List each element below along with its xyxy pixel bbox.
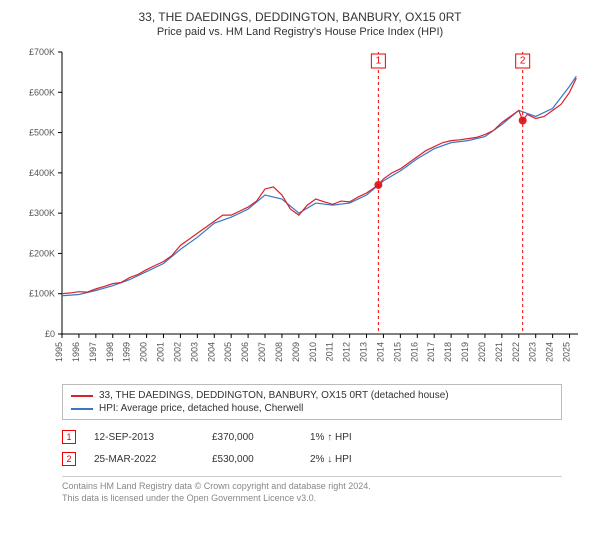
sale-price: £530,000	[212, 454, 292, 465]
svg-text:1: 1	[376, 56, 382, 67]
page-title: 33, THE DAEDINGS, DEDDINGTON, BANBURY, O…	[10, 10, 590, 24]
svg-text:£500K: £500K	[29, 128, 55, 138]
svg-text:2006: 2006	[240, 342, 250, 362]
sale-date: 12-SEP-2013	[94, 432, 194, 443]
svg-text:2015: 2015	[392, 342, 402, 362]
page-subtitle: Price paid vs. HM Land Registry's House …	[10, 26, 590, 38]
svg-text:£100K: £100K	[29, 289, 55, 299]
svg-text:2011: 2011	[325, 342, 335, 361]
svg-text:2001: 2001	[156, 342, 166, 362]
svg-text:2: 2	[520, 56, 526, 67]
svg-text:2005: 2005	[223, 342, 233, 362]
svg-text:2018: 2018	[443, 342, 453, 362]
svg-text:2003: 2003	[189, 342, 199, 362]
svg-text:£200K: £200K	[29, 248, 55, 258]
legend-item: HPI: Average price, detached house, Cher…	[71, 402, 553, 415]
svg-text:1996: 1996	[71, 342, 81, 362]
sale-price: £370,000	[212, 432, 292, 443]
sale-note: 2% ↓ HPI	[310, 454, 562, 465]
footer-attribution: Contains HM Land Registry data © Crown c…	[62, 476, 562, 504]
svg-text:2009: 2009	[291, 342, 301, 362]
svg-text:1999: 1999	[122, 342, 132, 362]
sale-marker-badge: 1	[62, 430, 76, 444]
svg-text:£0: £0	[45, 329, 55, 339]
svg-text:2023: 2023	[528, 342, 538, 362]
svg-text:1995: 1995	[54, 342, 64, 362]
svg-text:£700K: £700K	[29, 47, 55, 57]
svg-text:2013: 2013	[359, 342, 369, 362]
svg-text:2000: 2000	[139, 342, 149, 362]
svg-text:1998: 1998	[105, 342, 115, 362]
svg-text:2007: 2007	[257, 342, 267, 362]
svg-text:2008: 2008	[274, 342, 284, 362]
svg-text:£400K: £400K	[29, 168, 55, 178]
svg-text:1997: 1997	[88, 342, 98, 362]
svg-text:2022: 2022	[511, 342, 521, 362]
price-chart: £0 £100K £200K £300K £400K £500K £600K £700K 199…	[10, 46, 590, 376]
svg-text:2021: 2021	[494, 342, 504, 362]
svg-text:2012: 2012	[342, 342, 352, 362]
legend-item: 33, THE DAEDINGS, DEDDINGTON, BANBURY, O…	[71, 389, 553, 402]
footer-line: This data is licensed under the Open Gov…	[62, 493, 562, 505]
sale-row: 2 25-MAR-2022 £530,000 2% ↓ HPI	[62, 448, 562, 470]
svg-text:2002: 2002	[172, 342, 182, 362]
legend-label: HPI: Average price, detached house, Cher…	[99, 403, 303, 414]
legend-swatch	[71, 408, 93, 410]
legend-label: 33, THE DAEDINGS, DEDDINGTON, BANBURY, O…	[99, 390, 449, 401]
svg-text:£600K: £600K	[29, 87, 55, 97]
svg-text:2010: 2010	[308, 342, 318, 362]
legend: 33, THE DAEDINGS, DEDDINGTON, BANBURY, O…	[62, 384, 562, 420]
svg-text:2024: 2024	[545, 342, 555, 362]
svg-text:£300K: £300K	[29, 208, 55, 218]
sales-table: 1 12-SEP-2013 £370,000 1% ↑ HPI 2 25-MAR-2022…	[62, 426, 562, 470]
svg-text:2004: 2004	[206, 342, 216, 362]
chart-container: £0 £100K £200K £300K £400K £500K £600K £700K 199…	[10, 46, 590, 376]
svg-text:2017: 2017	[426, 342, 436, 362]
svg-text:2016: 2016	[409, 342, 419, 362]
footer-line: Contains HM Land Registry data © Crown c…	[62, 481, 562, 493]
sale-date: 25-MAR-2022	[94, 454, 194, 465]
svg-text:2019: 2019	[460, 342, 470, 362]
legend-swatch	[71, 395, 93, 397]
svg-text:2025: 2025	[562, 342, 572, 362]
sale-marker-badge: 2	[62, 452, 76, 466]
sale-note: 1% ↑ HPI	[310, 432, 562, 443]
sale-row: 1 12-SEP-2013 £370,000 1% ↑ HPI	[62, 426, 562, 448]
svg-text:2020: 2020	[477, 342, 487, 362]
svg-text:2014: 2014	[375, 342, 385, 362]
